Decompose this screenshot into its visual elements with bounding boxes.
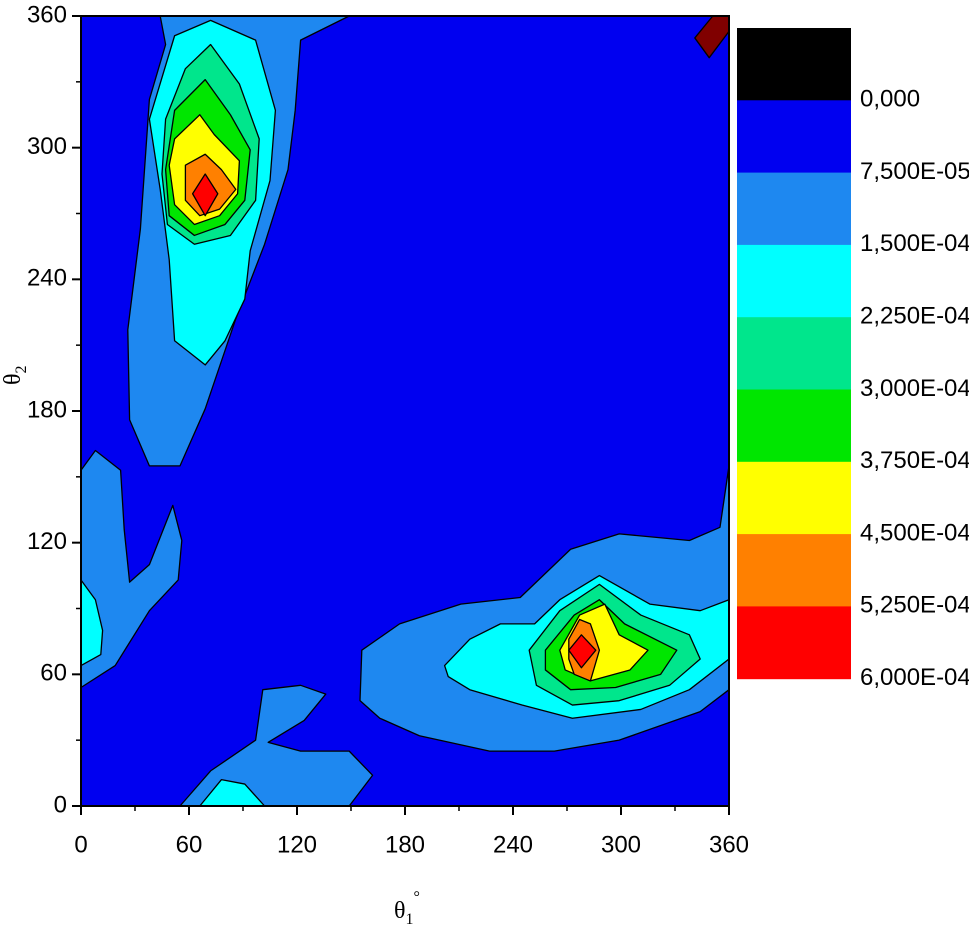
y-tick-label: 60 [40,660,67,687]
colorbar-box [737,317,851,390]
x-axis-label: θ1° [394,889,420,928]
colorbar-label: 0,000 [860,86,920,113]
x-tick-label: 240 [493,831,533,858]
colorbar-box [737,606,851,680]
y-tick-label: 0 [54,791,67,818]
colorbar-box [737,534,851,607]
colorbar-label: 1,500E-04 [860,230,969,257]
colorbar-label: 3,000E-04 [860,375,969,402]
y-label-symbol: θ [0,373,26,385]
x-label-subscript: 1 [406,911,414,928]
y-label-subscript: 2 [13,365,30,373]
y-tick-label: 180 [27,396,67,423]
y-tick-label: 120 [27,528,67,555]
colorbar-box [737,100,851,174]
x-label-superscript: ° [414,889,420,906]
colorbar-label: 4,500E-04 [860,519,969,546]
colorbar-label: 6,000E-04 [860,664,969,691]
y-tick-label: 300 [27,133,67,160]
x-label-symbol: θ [394,898,406,924]
y-tick-label: 240 [27,265,67,292]
x-tick-label: 300 [601,831,641,858]
colorbar-box [737,389,851,463]
colorbar-label: 5,250E-04 [860,592,969,619]
plot-area [80,15,730,807]
contour-region [80,449,183,689]
colorbar-box [737,244,851,318]
colorbar-label: 3,750E-04 [860,447,969,474]
colorbar-box [737,172,851,246]
colorbar-box [737,461,851,535]
x-tick-label: 120 [277,831,317,858]
colorbar-label: 7,500E-05 [860,158,969,185]
y-axis-label: θ2 ° [0,359,30,385]
x-tick-label: 0 [74,831,87,858]
y-tick-label: 360 [27,1,67,28]
x-tick-label: 360 [709,831,749,858]
x-tick-label: 180 [385,831,425,858]
contour-region [179,684,374,807]
colorbar-box [737,28,851,101]
contour-region [191,173,219,217]
contour-region [568,634,597,669]
y-label-superscript: ° [0,359,8,365]
colorbar-label: 2,250E-04 [860,303,969,330]
x-tick-label: 60 [176,831,203,858]
